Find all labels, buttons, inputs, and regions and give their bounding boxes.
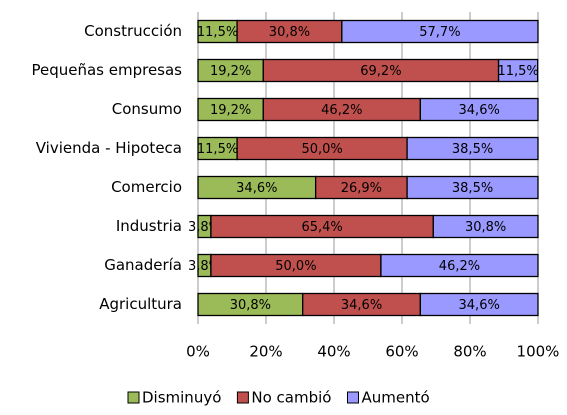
bar-segment [497, 58, 539, 83]
legend-swatch [236, 391, 249, 404]
legend-label: No cambió [251, 389, 331, 407]
data-label: 19,2% [210, 64, 251, 79]
x-tick-label: 100% [517, 343, 560, 361]
data-label: 46,2% [439, 259, 480, 274]
data-label: 11,5% [197, 25, 238, 40]
data-label: 34,6% [236, 181, 277, 196]
y-tick-label: Pequeñas empresas [31, 61, 182, 79]
data-label: 11,5% [497, 64, 538, 79]
data-label: 50,0% [275, 259, 316, 274]
y-tick-label: Agricultura [99, 295, 182, 313]
data-label: 50,0% [301, 142, 342, 157]
data-label: 38,5% [452, 181, 493, 196]
y-tick-label: Ganadería [104, 256, 182, 274]
bar-segment [341, 19, 539, 44]
y-tick-label: Construcción [84, 22, 182, 40]
x-tick-label: 40% [317, 343, 350, 361]
bar-segment [419, 97, 539, 122]
bar-segment [406, 136, 539, 161]
data-label: 57,7% [419, 25, 460, 40]
data-label: 30,8% [269, 25, 310, 40]
legend-swatch [127, 391, 140, 404]
data-label: 69,2% [360, 64, 401, 79]
legend-label: Aumentó [361, 389, 429, 407]
data-label: 46,2% [321, 103, 362, 118]
data-label: 11,5% [197, 142, 238, 157]
x-tick-label: 20% [249, 343, 282, 361]
y-tick-label: Vivienda - Hipoteca [36, 139, 182, 157]
x-tick-label: 80% [453, 343, 486, 361]
data-label: 19,2% [210, 103, 251, 118]
x-tick-label: 0% [186, 343, 210, 361]
data-label: 34,6% [459, 298, 500, 313]
data-label: 38,5% [452, 142, 493, 157]
y-tick-label: Comercio [111, 178, 182, 196]
bar-segment [432, 214, 539, 239]
data-label: 30,8% [465, 220, 506, 235]
legend-label: Disminuyó [142, 389, 221, 407]
bar-segment [419, 292, 539, 317]
bar-segment [380, 253, 539, 278]
bar-segment [406, 175, 539, 200]
data-label: 34,6% [341, 298, 382, 313]
legend-swatch [346, 391, 359, 404]
data-label: 34,6% [459, 103, 500, 118]
y-tick-label: Industria [116, 217, 182, 235]
data-label: 26,9% [341, 181, 382, 196]
y-tick-label: Consumo [112, 100, 182, 118]
data-label: 30,8% [230, 298, 271, 313]
data-label: 65,4% [301, 220, 342, 235]
x-tick-label: 60% [385, 343, 418, 361]
